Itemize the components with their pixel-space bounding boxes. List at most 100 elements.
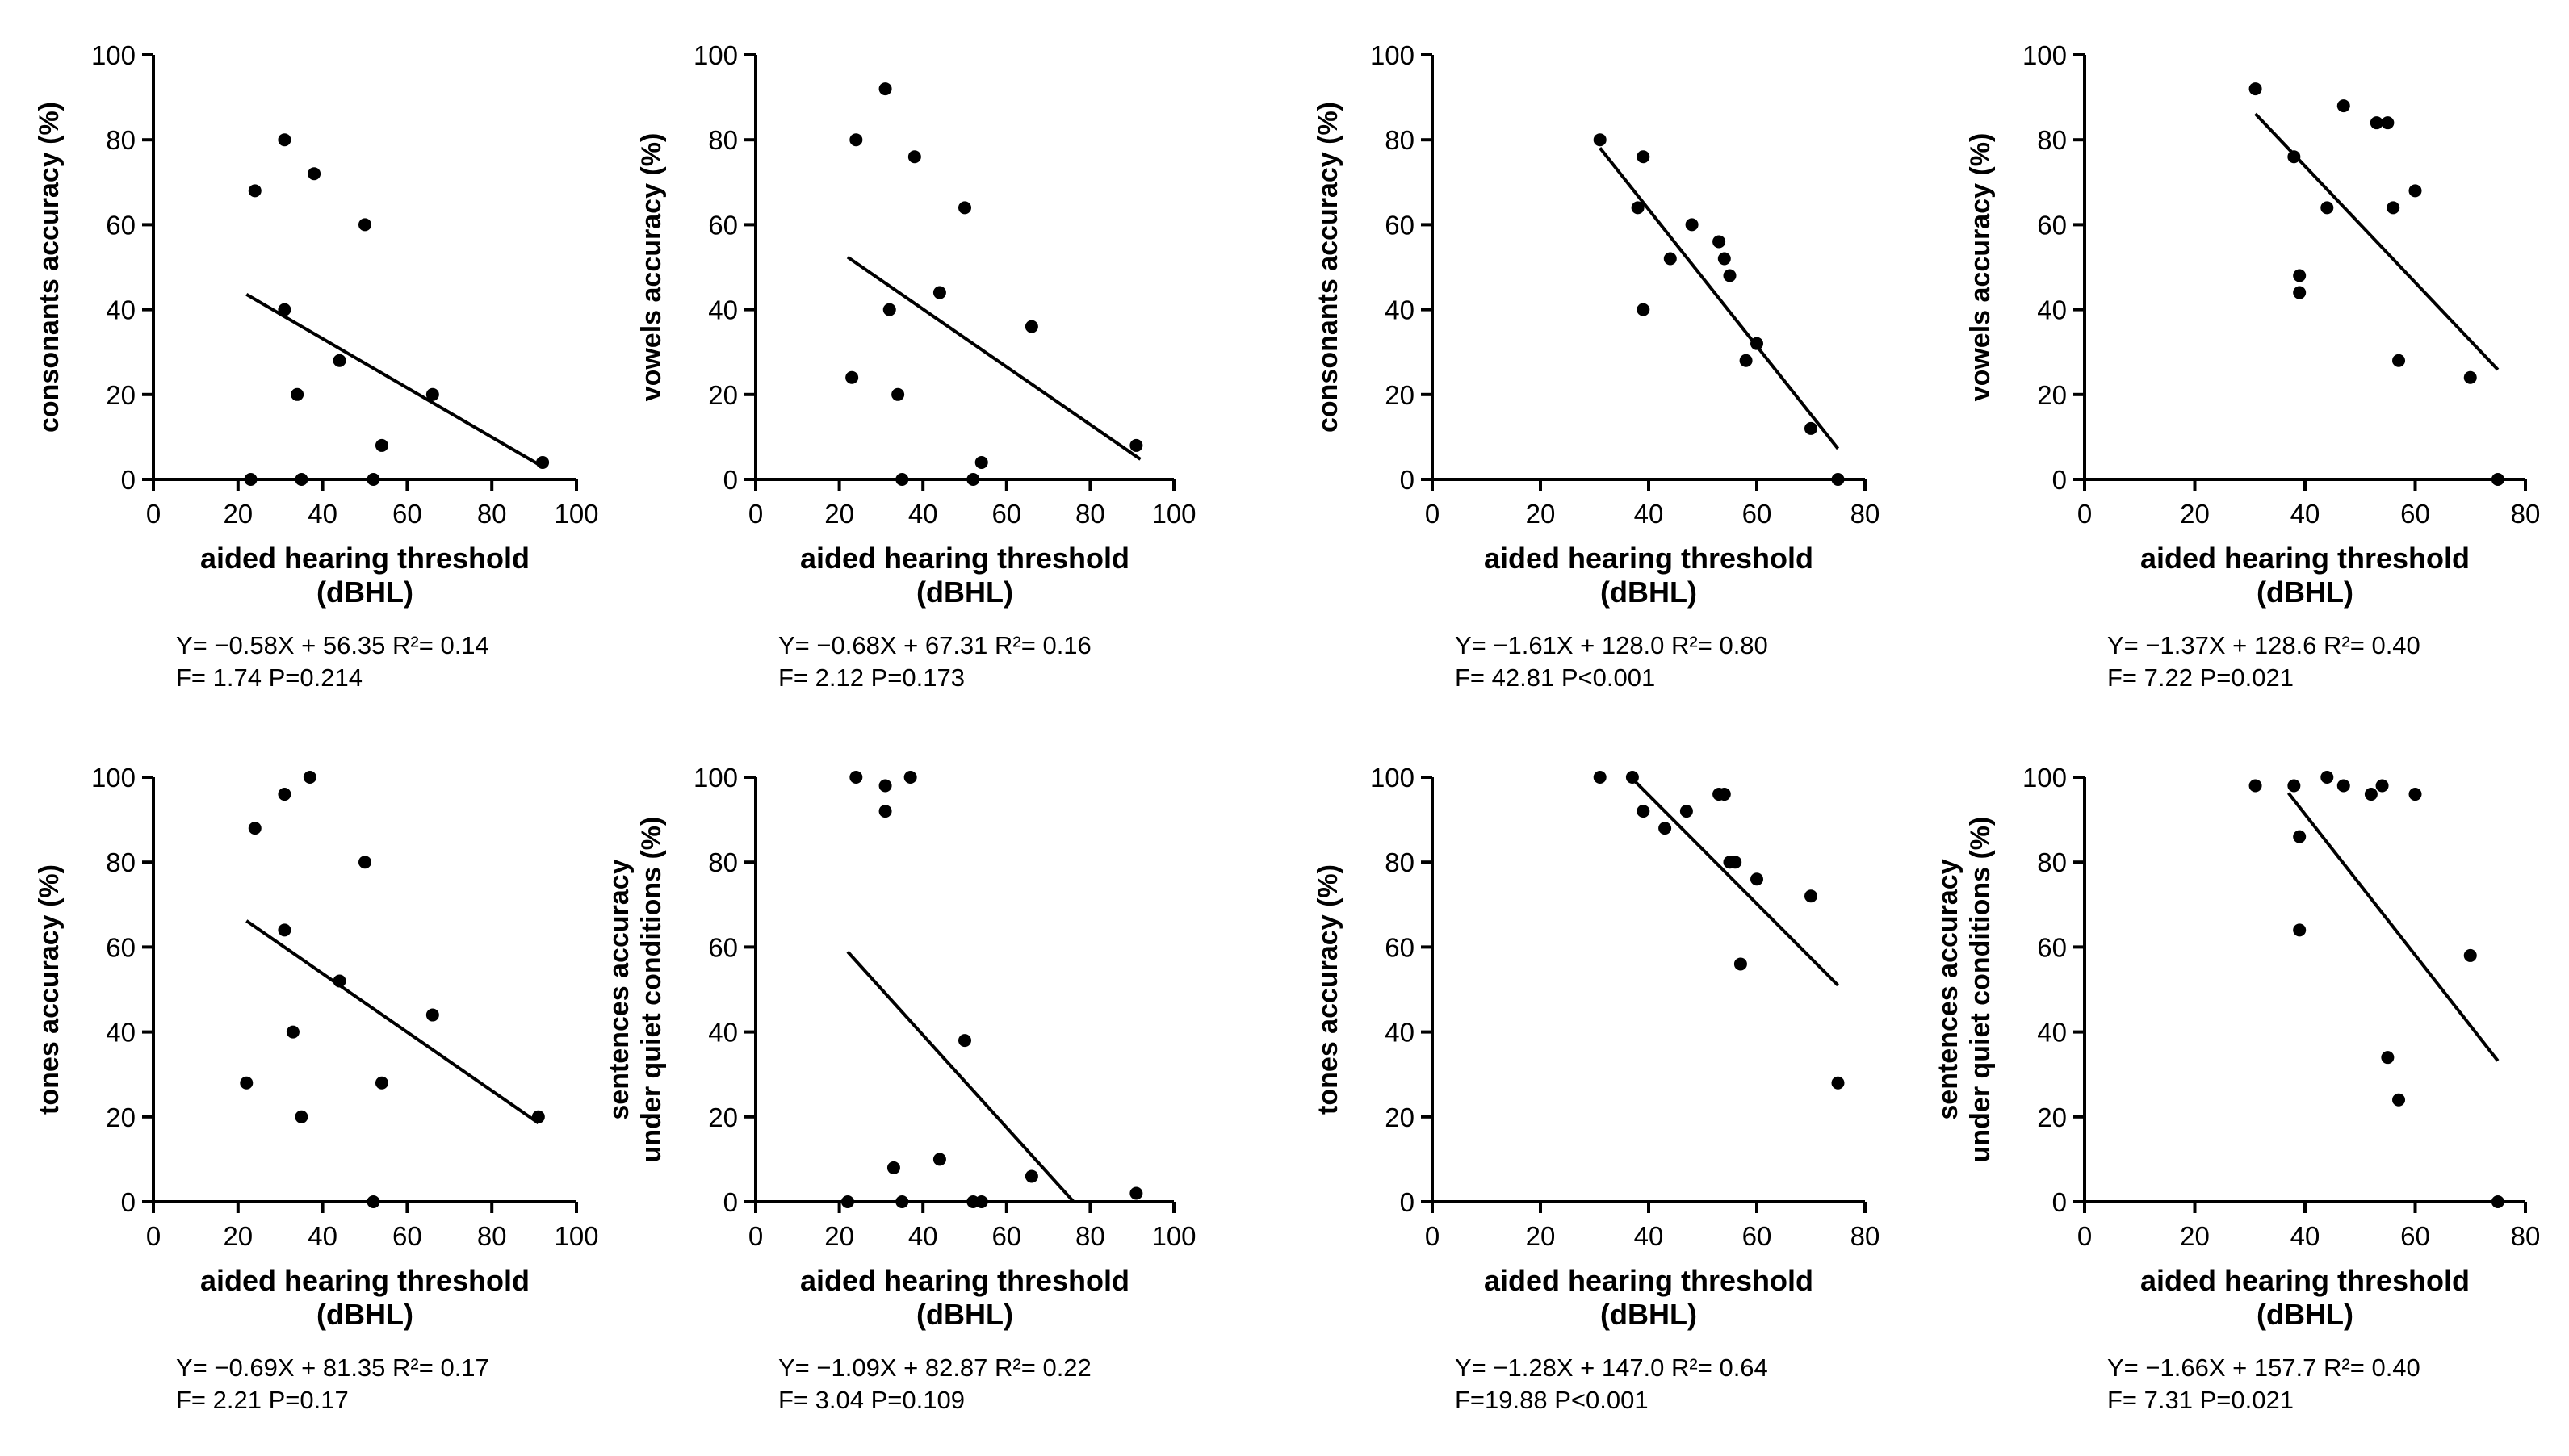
x-axis-label: (dBHL) xyxy=(916,575,1013,609)
data-point xyxy=(1025,1169,1038,1183)
regression-stats: Y= −0.68X + 67.31 R²= 0.16 xyxy=(778,631,1092,659)
y-tick-label: 100 xyxy=(694,40,738,70)
y-axis-label: sentences accuracy xyxy=(604,859,635,1119)
data-point xyxy=(2320,201,2334,215)
data-point xyxy=(1739,354,1753,367)
regression-stats: Y= −0.58X + 56.35 R²= 0.14 xyxy=(176,631,489,659)
x-tick-label: 20 xyxy=(2180,1221,2210,1251)
y-tick-label: 100 xyxy=(91,40,136,70)
y-tick-label: 80 xyxy=(708,847,738,877)
y-tick-label: 40 xyxy=(708,1018,738,1048)
data-point xyxy=(1637,805,1650,818)
x-axis-label: (dBHL) xyxy=(916,1298,1013,1331)
x-tick-label: 0 xyxy=(2077,499,2092,529)
y-tick-label: 20 xyxy=(708,1102,738,1132)
x-tick-label: 60 xyxy=(991,499,1021,529)
x-tick-label: 60 xyxy=(1742,499,1772,529)
data-point xyxy=(2293,923,2307,937)
data-point xyxy=(895,1195,909,1208)
y-axis-label: consonants accuracy (%) xyxy=(1313,102,1343,433)
data-point xyxy=(1593,133,1607,147)
regression-line xyxy=(2286,792,2500,1062)
y-tick-label: 60 xyxy=(1385,210,1414,240)
x-tick-label: 40 xyxy=(908,1221,938,1251)
data-point xyxy=(2336,99,2350,113)
y-axis-label: under quiet conditions (%) xyxy=(636,817,667,1163)
y-tick-label: 20 xyxy=(1385,1102,1414,1132)
x-axis-label: (dBHL) xyxy=(2257,1298,2353,1331)
x-tick-label: 80 xyxy=(1850,1221,1880,1251)
y-tick-label: 100 xyxy=(2022,763,2067,793)
data-point xyxy=(2364,788,2378,801)
data-point xyxy=(2381,1051,2395,1065)
x-tick-label: 100 xyxy=(1151,499,1196,529)
x-axis-label: aided hearing threshold xyxy=(1484,1264,1813,1297)
y-tick-label: 0 xyxy=(723,465,738,495)
regression-stats: F= 3.04 P=0.109 xyxy=(778,1386,965,1414)
y-tick-label: 0 xyxy=(1400,1187,1414,1217)
y-axis-label: under quiet conditions (%) xyxy=(1965,817,1996,1163)
y-tick-label: 80 xyxy=(106,125,136,155)
data-point xyxy=(1729,856,1742,869)
data-point xyxy=(2375,779,2389,793)
x-tick-label: 20 xyxy=(824,499,854,529)
x-tick-label: 20 xyxy=(2180,499,2210,529)
data-point xyxy=(1723,269,1737,282)
scatter-panel-8: 0 20 40 60 80 100 0 20 40 60 80 sentences accuracy u… xyxy=(1933,763,2540,1414)
data-point xyxy=(2287,779,2301,793)
data-point xyxy=(1129,438,1143,452)
x-tick-label: 60 xyxy=(991,1221,1021,1251)
regression-stats: F= 7.31 P=0.021 xyxy=(2107,1386,2294,1414)
regression-stats: Y= −1.37X + 128.6 R²= 0.40 xyxy=(2107,631,2420,659)
data-point xyxy=(2370,116,2383,130)
y-axis-label: tones accuracy (%) xyxy=(1313,864,1343,1115)
y-tick-label: 20 xyxy=(2037,1102,2067,1132)
regression-stats: F= 2.21 P=0.17 xyxy=(176,1386,349,1414)
data-point xyxy=(425,387,439,401)
x-axis-label: (dBHL) xyxy=(316,1298,413,1331)
data-point xyxy=(2392,354,2406,367)
data-point xyxy=(974,455,988,469)
data-point xyxy=(840,1195,854,1208)
y-tick-label: 100 xyxy=(1370,40,1414,70)
x-tick-label: 60 xyxy=(1742,1221,1772,1251)
data-point xyxy=(295,1110,308,1123)
data-point xyxy=(2491,473,2504,486)
data-point xyxy=(278,303,291,316)
scatter-panel-6: 0 20 40 60 80 100 0 20 40 60 80 100 sentences accura… xyxy=(604,763,1196,1414)
y-tick-label: 0 xyxy=(121,1187,136,1217)
data-point xyxy=(2381,116,2395,130)
data-point xyxy=(333,354,346,367)
regression-stats: F= 7.22 P=0.021 xyxy=(2107,663,2294,692)
x-tick-label: 40 xyxy=(308,1221,337,1251)
x-tick-label: 80 xyxy=(2511,1221,2541,1251)
y-tick-label: 0 xyxy=(121,465,136,495)
x-tick-label: 60 xyxy=(392,1221,422,1251)
scatter-panel-2: 0 20 40 60 80 100 0 20 40 60 80 100 vowels accuracy … xyxy=(636,40,1196,692)
x-axis-label: aided hearing threshold xyxy=(1484,542,1813,575)
x-tick-label: 20 xyxy=(1526,1221,1556,1251)
data-point xyxy=(2491,1195,2504,1208)
data-point xyxy=(358,856,371,869)
data-point xyxy=(278,923,291,937)
data-point xyxy=(1025,320,1038,333)
scatter-panel-1: 0 20 40 60 80 100 0 20 40 60 80 100 consonants accur… xyxy=(34,40,599,692)
y-tick-label: 80 xyxy=(2037,847,2067,877)
x-tick-label: 40 xyxy=(908,499,938,529)
data-point xyxy=(425,1008,439,1022)
data-point xyxy=(1637,150,1650,164)
y-tick-label: 20 xyxy=(708,380,738,410)
data-point xyxy=(932,1153,946,1166)
data-point xyxy=(1804,421,1817,435)
data-point xyxy=(2293,286,2307,299)
data-point xyxy=(907,150,921,164)
y-tick-label: 20 xyxy=(2037,380,2067,410)
y-tick-label: 40 xyxy=(2037,1018,2067,1048)
data-point xyxy=(882,303,896,316)
y-tick-label: 80 xyxy=(2037,125,2067,155)
data-point xyxy=(333,974,346,988)
data-point xyxy=(966,473,980,486)
x-tick-label: 100 xyxy=(554,499,598,529)
data-point xyxy=(1593,771,1607,784)
x-tick-label: 80 xyxy=(2511,499,2541,529)
